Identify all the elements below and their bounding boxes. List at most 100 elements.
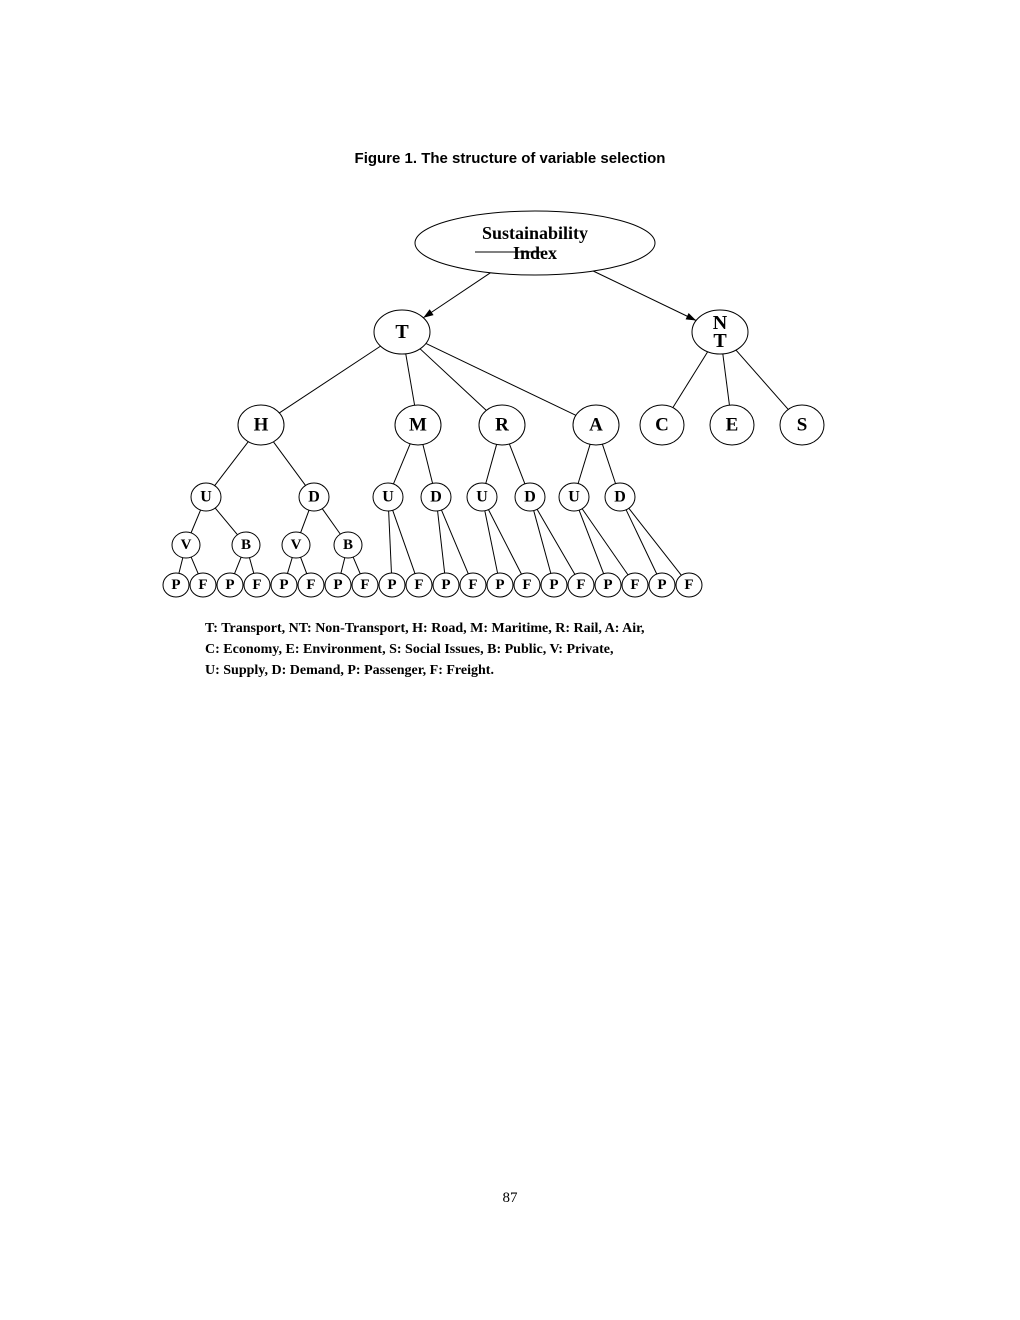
tree-node: B <box>232 532 260 558</box>
tree-node-label: P <box>549 577 558 593</box>
tree-node: F <box>460 573 486 597</box>
tree-edge <box>582 509 628 575</box>
tree-edge <box>509 444 525 484</box>
tree-node: D <box>421 483 451 511</box>
tree-node-label: F <box>684 577 693 593</box>
tree-edge <box>736 350 788 409</box>
tree-node: F <box>622 573 648 597</box>
tree-node: P <box>271 573 297 597</box>
tree-node-label: F <box>306 577 315 593</box>
tree-node: V <box>172 532 200 558</box>
tree-node-label: Sustainability <box>482 223 588 243</box>
tree-edge <box>423 273 490 318</box>
tree-node-label: U <box>200 489 212 506</box>
tree-node: U <box>467 483 497 511</box>
tree-edge <box>341 558 345 574</box>
legend-line: T: Transport, NT: Non-Transport, H: Road… <box>205 618 645 639</box>
tree-edge <box>593 271 696 321</box>
tree-edge <box>191 510 201 533</box>
tree-node-label: F <box>468 577 477 593</box>
tree-node-label: H <box>254 415 269 436</box>
tree-node: D <box>299 483 329 511</box>
tree-node-label: P <box>225 577 234 593</box>
tree-edge <box>723 354 730 405</box>
arrowhead-icon <box>686 313 697 320</box>
tree-edge <box>578 444 590 483</box>
tree-node-label: V <box>181 537 192 553</box>
tree-node-label: P <box>171 577 180 593</box>
tree-node-label: Index <box>513 243 557 263</box>
tree-node: F <box>676 573 702 597</box>
tree-edge <box>438 511 445 573</box>
tree-edge <box>673 352 708 408</box>
tree-edge <box>215 508 237 535</box>
tree-node: F <box>190 573 216 597</box>
tree-node-label: U <box>382 489 394 506</box>
tree-edge <box>441 510 468 574</box>
tree-node-label: T <box>395 321 409 343</box>
tree-node-label: F <box>414 577 423 593</box>
tree-node: H <box>238 405 284 445</box>
tree-edge <box>420 349 486 411</box>
tree-node-label: D <box>524 489 536 506</box>
tree-node: U <box>191 483 221 511</box>
tree-node: F <box>514 573 540 597</box>
tree-node: D <box>515 483 545 511</box>
tree-node-label: S <box>797 415 808 436</box>
tree-node-label: B <box>343 537 353 553</box>
tree-edge <box>179 558 183 574</box>
tree-edge <box>486 444 497 483</box>
tree-node-label: F <box>360 577 369 593</box>
tree-edge <box>273 442 305 486</box>
tree-node: M <box>395 405 441 445</box>
tree-node: F <box>244 573 270 597</box>
tree-node: F <box>406 573 432 597</box>
tree-edge <box>279 346 380 413</box>
tree-node-label: F <box>198 577 207 593</box>
tree-node: F <box>298 573 324 597</box>
tree-node-label: P <box>333 577 342 593</box>
tree-edge <box>485 511 498 573</box>
page-number: 87 <box>0 1190 1020 1207</box>
tree-node: P <box>595 573 621 597</box>
tree-edge <box>629 508 682 575</box>
tree-node: P <box>217 573 243 597</box>
tree-node-label: P <box>603 577 612 593</box>
tree-edge <box>534 511 551 574</box>
tree-node-label: F <box>252 577 261 593</box>
tree-edge <box>287 558 292 574</box>
tree-edge <box>488 510 521 575</box>
tree-node: U <box>373 483 403 511</box>
tree-edge <box>353 557 360 574</box>
legend-line: U: Supply, D: Demand, P: Passenger, F: F… <box>205 660 645 681</box>
tree-node-label: P <box>441 577 450 593</box>
tree-node: S <box>780 405 824 445</box>
tree-node-label: P <box>495 577 504 593</box>
tree-node-label: P <box>387 577 396 593</box>
tree-edge <box>301 557 307 573</box>
tree-node: F <box>352 573 378 597</box>
tree-node: P <box>541 573 567 597</box>
tree-node-label: M <box>409 415 427 436</box>
tree-node: NT <box>692 310 748 354</box>
tree-edge <box>249 558 253 574</box>
tree-edge <box>235 557 242 574</box>
tree-node: D <box>605 483 635 511</box>
tree-node-label: R <box>495 415 509 436</box>
page: Figure 1. The structure of variable sele… <box>0 0 1020 1320</box>
tree-node: R <box>479 405 525 445</box>
tree-edge <box>406 354 415 405</box>
arrowhead-icon <box>423 309 433 317</box>
tree-node: P <box>649 573 675 597</box>
tree-node: P <box>163 573 189 597</box>
tree-node-label: E <box>726 415 739 436</box>
tree-node-label: D <box>308 489 320 506</box>
legend-line: C: Economy, E: Environment, S: Social Is… <box>205 639 645 660</box>
tree-node: P <box>325 573 351 597</box>
tree-edge <box>322 509 340 534</box>
tree-node: P <box>433 573 459 597</box>
tree-edge <box>579 510 604 574</box>
tree-node: SustainabilityIndex <box>415 211 655 275</box>
tree-edge <box>423 445 433 484</box>
tree-node: E <box>710 405 754 445</box>
